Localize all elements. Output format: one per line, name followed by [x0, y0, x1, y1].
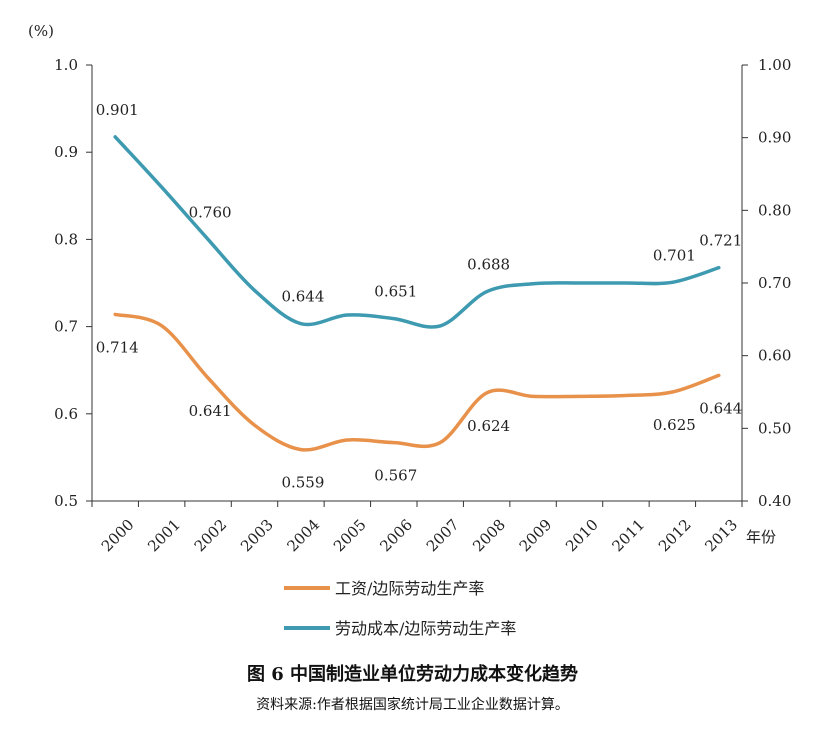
left-tick-label: 0.7 — [54, 318, 78, 336]
right-tick-label: 1.00 — [758, 56, 791, 74]
x-tick-label: 2005 — [330, 516, 370, 556]
series-line-2 — [113, 135, 721, 329]
x-tick-label: 2004 — [284, 516, 324, 556]
data-label: 0.567 — [374, 467, 417, 485]
data-label: 0.625 — [653, 416, 696, 434]
x-tick-label: 2010 — [562, 516, 602, 556]
right-tick-label: 0.90 — [758, 129, 791, 147]
x-axis-label: 年份 — [746, 528, 776, 546]
data-label: 0.624 — [467, 417, 510, 435]
left-tick-label: 0.9 — [54, 143, 78, 161]
figure-title: 图 6 中国制造业单位劳动力成本变化趋势 — [246, 664, 579, 685]
left-tick-label: 0.6 — [54, 405, 78, 423]
data-label: 0.651 — [374, 283, 417, 301]
left-axis-unit: (%) — [28, 22, 54, 40]
x-tick-label: 2001 — [144, 516, 184, 556]
right-tick-label: 0.60 — [758, 347, 791, 365]
x-tick-label: 2011 — [609, 516, 649, 556]
right-tick-label: 0.50 — [758, 419, 791, 437]
right-tick-label: 0.40 — [758, 492, 791, 510]
left-tick-label: 0.5 — [54, 492, 78, 510]
series-lines — [113, 135, 721, 452]
left-tick-label: 1.0 — [54, 56, 78, 74]
data-label: 0.688 — [467, 256, 510, 274]
x-tick-label: 2012 — [655, 516, 695, 556]
x-tick-label: 2009 — [516, 516, 556, 556]
x-tick-label: 2008 — [469, 516, 509, 556]
data-label: 0.641 — [189, 402, 232, 420]
legend-label-2: 劳动成本/边际劳动生产率 — [335, 619, 516, 638]
data-label: 0.901 — [96, 101, 139, 119]
data-label: 0.701 — [653, 246, 696, 264]
legend-label-1: 工资/边际劳动生产率 — [335, 579, 484, 598]
chart: (%) 0.50.60.70.80.91.00.400.500.600.700.… — [28, 22, 791, 638]
figure-source: 资料来源:作者根据国家统计局工业企业数据计算。 — [256, 697, 569, 713]
data-label: 0.714 — [96, 338, 139, 356]
x-tick-label: 2003 — [237, 516, 277, 556]
axes: 0.5 0.6 0.7 0.8 0.9 1.0 0.40 0.50 0.60 0.70 0.80 0.… — [54, 56, 791, 555]
right-tick-label: 0.70 — [758, 274, 791, 292]
x-tick-label: 2006 — [376, 516, 416, 556]
data-label: 0.644 — [281, 288, 324, 306]
x-tick-label: 2007 — [423, 516, 463, 556]
right-tick-label: 0.80 — [758, 201, 791, 219]
data-label: 0.721 — [699, 232, 742, 250]
data-label: 0.559 — [281, 474, 324, 492]
series-line-1 — [113, 312, 721, 452]
data-label: 0.760 — [189, 203, 232, 221]
x-tick-label: 2002 — [191, 516, 231, 556]
left-tick-label: 0.8 — [54, 230, 78, 248]
data-label: 0.644 — [699, 399, 742, 417]
x-tick-label: 2013 — [701, 516, 741, 556]
x-tick-label: 2000 — [98, 516, 138, 556]
